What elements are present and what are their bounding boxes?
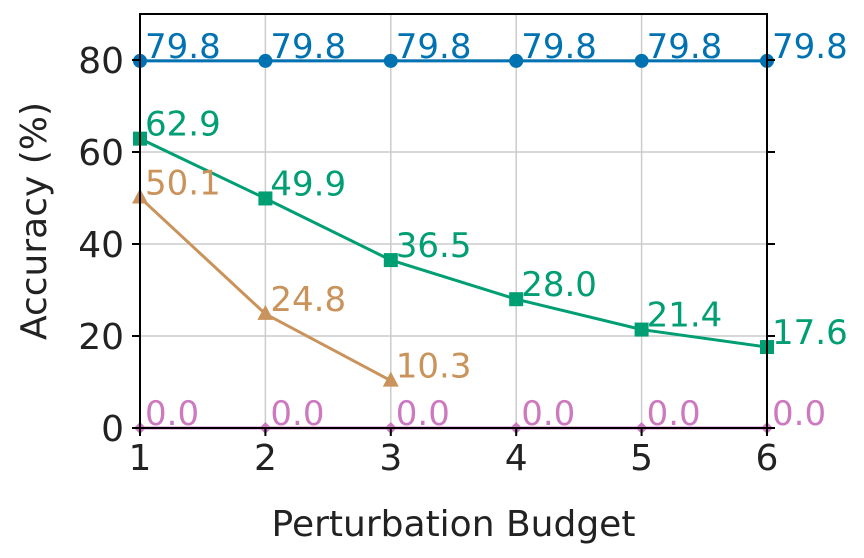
data-label: 79.8 bbox=[521, 27, 597, 67]
data-label: 0.0 bbox=[270, 394, 324, 434]
data-label: 79.8 bbox=[396, 27, 472, 67]
x-tick-label: 6 bbox=[756, 438, 779, 479]
marker-triangle bbox=[257, 304, 274, 320]
data-label: 49.9 bbox=[270, 164, 346, 204]
y-axis-label: Accuracy (%) bbox=[14, 102, 55, 340]
data-label: 21.4 bbox=[647, 296, 723, 336]
series-line bbox=[139, 137, 768, 349]
data-label: 62.9 bbox=[145, 105, 221, 145]
data-label: 28.0 bbox=[521, 265, 597, 305]
plot-frame bbox=[139, 13, 768, 429]
y-tick-label: 80 bbox=[78, 41, 124, 82]
data-label: 0.0 bbox=[772, 394, 826, 434]
marker-square bbox=[509, 292, 524, 307]
data-label: 0.0 bbox=[647, 394, 701, 434]
y-tick-label: 0 bbox=[101, 409, 124, 450]
data-label: 0.0 bbox=[396, 394, 450, 434]
y-tick-label: 20 bbox=[78, 317, 124, 358]
data-label: 17.6 bbox=[772, 313, 848, 353]
data-label: 79.8 bbox=[145, 27, 221, 67]
x-tick-label: 2 bbox=[254, 438, 277, 479]
data-label: 36.5 bbox=[396, 226, 472, 266]
x-tick-label: 5 bbox=[630, 438, 653, 479]
marker-circle bbox=[634, 53, 649, 68]
data-label: 0.0 bbox=[521, 394, 575, 434]
x-tick-label: 1 bbox=[129, 438, 152, 479]
marker-circle bbox=[258, 53, 273, 68]
data-label: 79.8 bbox=[270, 27, 346, 67]
marker-square bbox=[383, 253, 398, 268]
marker-square bbox=[258, 191, 273, 206]
marker-triangle bbox=[382, 371, 399, 387]
data-label: 79.8 bbox=[772, 27, 848, 67]
marker-circle bbox=[509, 53, 524, 68]
data-label: 50.1 bbox=[145, 164, 221, 204]
marker-square bbox=[634, 322, 649, 337]
data-label: 79.8 bbox=[647, 27, 723, 67]
data-labels: 79.8 79.8 79.8 79.8 79.8 79.8 62.9 49.9 36.5 28.0… bbox=[145, 27, 848, 434]
data-label: 10.3 bbox=[396, 347, 472, 387]
series-0 bbox=[133, 53, 774, 68]
y-tick-label: 40 bbox=[78, 225, 124, 266]
marker-circle bbox=[383, 53, 398, 68]
data-label: 0.0 bbox=[145, 394, 199, 434]
y-tick-label: 60 bbox=[78, 133, 124, 174]
x-tick-label: 4 bbox=[505, 438, 528, 479]
x-tick-label: 3 bbox=[379, 438, 402, 479]
data-label: 24.8 bbox=[270, 280, 346, 320]
series-2 bbox=[132, 188, 399, 387]
x-axis-label: Perturbation Budget bbox=[272, 504, 636, 545]
